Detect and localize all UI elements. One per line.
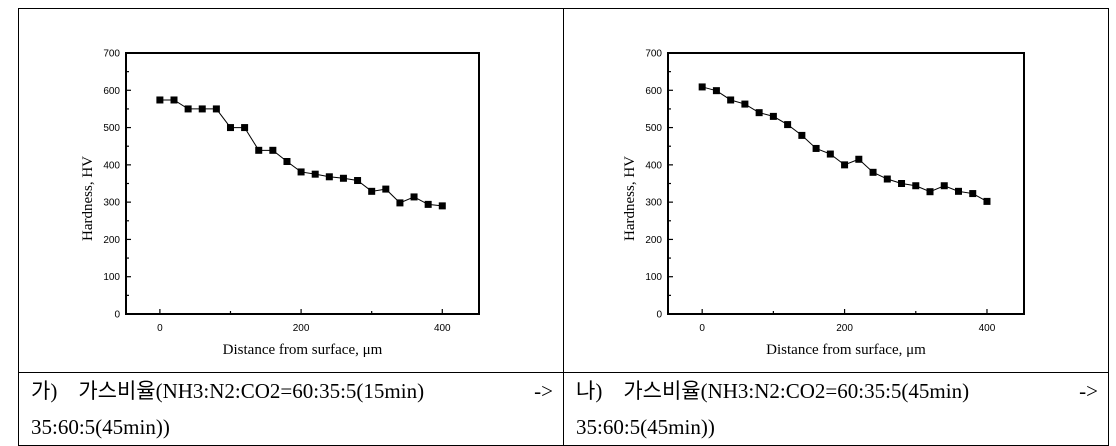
data-point (368, 187, 376, 195)
data-point (784, 121, 792, 129)
data-point (382, 185, 390, 193)
y-tick-label: 300 (103, 198, 120, 209)
y-axis-label: Hardness, HV (80, 156, 96, 241)
data-point (698, 83, 706, 91)
data-point (198, 105, 206, 113)
data-point (940, 182, 948, 190)
data-point (798, 131, 806, 139)
figure-table: 0 100 200 300 400 500 600 700 0 200 400 Distance fr… (18, 8, 1109, 446)
y-axis-label: Hardness, HV (622, 156, 638, 241)
caption-right: 나) 가스비율(NH3:N2:CO2=60:35:5(45min) -> 35:6… (563, 372, 1109, 446)
data-point (741, 100, 749, 108)
series-line (159, 99, 443, 207)
y-tick-label: 400 (103, 160, 120, 171)
data-point (297, 168, 305, 176)
data-point (812, 144, 820, 152)
hardness-chart-left: 0 100 200 300 400 500 600 700 0 200 400 Distance fr… (80, 49, 480, 358)
data-point (424, 200, 432, 208)
x-tick-label: 0 (699, 323, 705, 334)
y-tick-label: 400 (645, 160, 662, 171)
chart-cell-left: 0 100 200 300 400 500 600 700 0 200 400 Distance fr… (18, 8, 564, 373)
caption-left-line2: 35:60:5(45min)) (31, 415, 170, 439)
y-tick-label: 0 (656, 310, 662, 321)
data-point (769, 112, 777, 120)
data-point (283, 158, 291, 166)
data-point (755, 109, 763, 117)
data-point (156, 96, 164, 104)
data-point (712, 87, 720, 95)
data-point (883, 175, 891, 183)
y-tick-label: 100 (103, 272, 120, 283)
y-tick-label: 200 (645, 235, 662, 246)
caption-left-line1: 가) 가스비율(NH3:N2:CO2=60:35:5(15min) (31, 379, 425, 403)
data-point (969, 190, 977, 198)
data-point (325, 173, 333, 181)
data-point (226, 124, 234, 132)
data-point (184, 105, 192, 113)
y-tick-label: 600 (645, 86, 662, 97)
caption-right-line2: 35:60:5(45min)) (576, 415, 715, 439)
y-tick-label: 0 (114, 310, 120, 321)
data-point (841, 161, 849, 169)
x-axis-label: Distance from surface, μm (223, 342, 383, 358)
data-point (311, 170, 319, 178)
data-point (855, 155, 863, 163)
hardness-chart-right: 0 100 200 300 400 500 600 700 0 200 400 Distance fr… (622, 49, 1025, 358)
data-point (241, 124, 249, 132)
x-tick-label: 200 (293, 323, 310, 334)
caption-right-line1: 나) 가스비율(NH3:N2:CO2=60:35:5(45min) (576, 379, 970, 403)
y-tick-label: 300 (645, 198, 662, 209)
data-point (983, 197, 991, 205)
data-point (869, 168, 877, 176)
y-tick-label: 600 (103, 86, 120, 97)
y-tick-label: 500 (645, 123, 662, 134)
x-axis-label: Distance from surface, μm (766, 342, 926, 358)
data-point (410, 193, 418, 201)
data-point (926, 188, 934, 196)
x-tick-label: 0 (157, 323, 163, 334)
y-tick-label: 500 (103, 123, 120, 134)
data-point (727, 96, 735, 104)
data-point (396, 199, 404, 207)
x-tick-label: 400 (434, 323, 451, 334)
data-point (438, 202, 446, 210)
caption-right-arrow: -> (1079, 379, 1098, 403)
data-point (339, 174, 347, 182)
data-point (170, 96, 178, 104)
data-point (826, 150, 834, 158)
chart-cell-right: 0 100 200 300 400 500 600 700 0 200 400 Distance fr… (563, 8, 1109, 373)
data-point (898, 180, 906, 187)
data-point (269, 146, 277, 154)
x-tick-label: 200 (836, 323, 853, 334)
data-point (354, 177, 362, 185)
y-tick-label: 100 (645, 272, 662, 283)
y-tick-label: 200 (103, 235, 120, 246)
caption-left: 가) 가스비율(NH3:N2:CO2=60:35:5(15min) -> 35:6… (18, 372, 564, 446)
y-tick-label: 700 (645, 49, 662, 60)
plot-frame (667, 52, 1025, 315)
x-tick-label: 400 (979, 323, 996, 334)
data-point (255, 146, 263, 154)
data-point (954, 187, 962, 195)
caption-left-arrow: -> (534, 379, 553, 403)
plot-frame (125, 52, 480, 315)
y-tick-label: 700 (103, 49, 120, 60)
data-point (912, 182, 920, 190)
data-point (212, 105, 220, 113)
